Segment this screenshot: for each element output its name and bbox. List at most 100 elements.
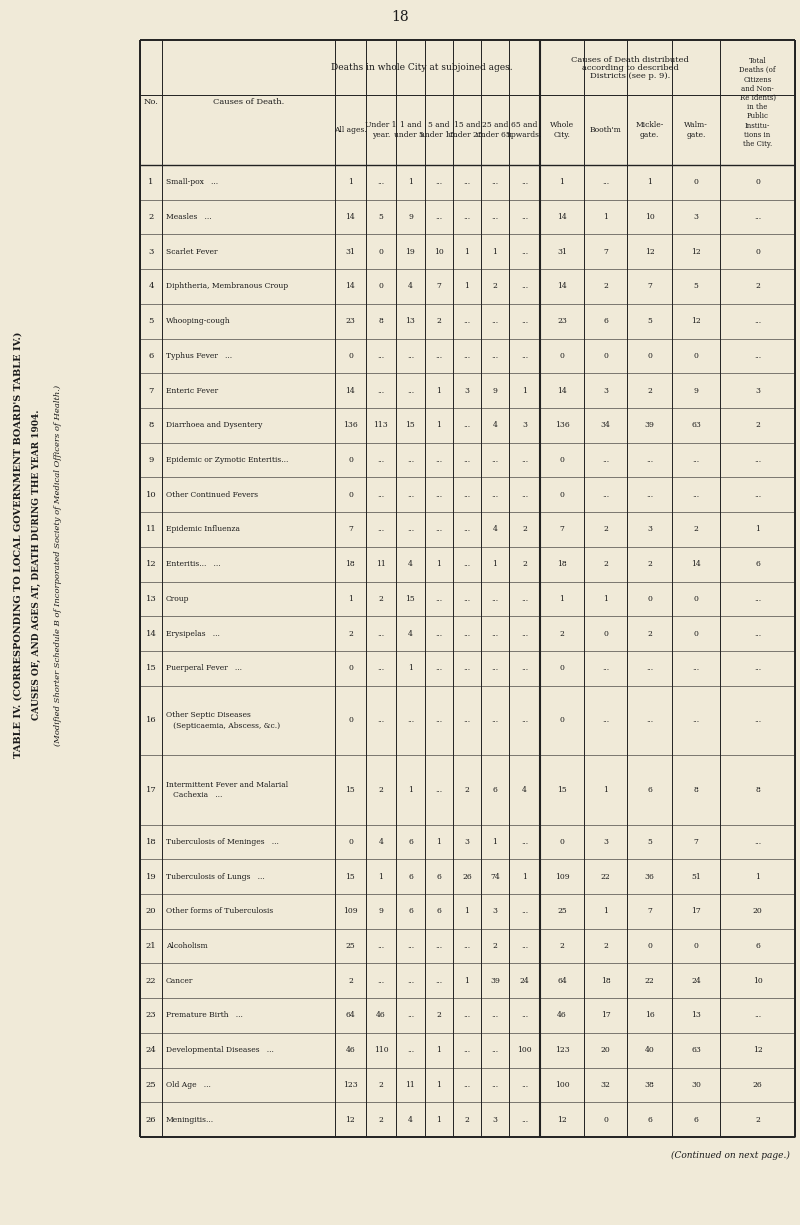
Text: 31: 31 bbox=[557, 247, 567, 256]
Text: ...: ... bbox=[491, 664, 498, 673]
Text: 7: 7 bbox=[647, 283, 652, 290]
Text: 26: 26 bbox=[146, 1116, 156, 1123]
Text: ...: ... bbox=[602, 179, 609, 186]
Text: 1: 1 bbox=[603, 595, 608, 603]
Text: 2: 2 bbox=[378, 1080, 383, 1089]
Text: Total
Deaths (of
Citizens
and Non-
Re idents)
in the
Public
Institu-
tions in
th: Total Deaths (of Citizens and Non- Re id… bbox=[739, 58, 776, 148]
Text: 11: 11 bbox=[376, 560, 386, 568]
Text: ...: ... bbox=[521, 595, 528, 603]
Text: Booth'm: Booth'm bbox=[590, 126, 622, 134]
Text: 1: 1 bbox=[465, 976, 470, 985]
Text: 15: 15 bbox=[557, 786, 567, 794]
Text: 1: 1 bbox=[437, 421, 442, 429]
Text: 18: 18 bbox=[346, 560, 355, 568]
Text: 15 and
under 25.: 15 and under 25. bbox=[449, 121, 486, 138]
Text: 0: 0 bbox=[694, 179, 698, 186]
Text: 38: 38 bbox=[645, 1080, 654, 1089]
Text: 8: 8 bbox=[694, 786, 698, 794]
Text: 63: 63 bbox=[691, 1046, 701, 1055]
Text: 2: 2 bbox=[647, 630, 652, 638]
Text: Diphtheria, Membranous Croup: Diphtheria, Membranous Croup bbox=[166, 283, 288, 290]
Text: ...: ... bbox=[463, 560, 470, 568]
Text: ...: ... bbox=[693, 456, 699, 464]
Text: 63: 63 bbox=[691, 421, 701, 429]
Text: 0: 0 bbox=[694, 630, 698, 638]
Text: Scarlet Fever: Scarlet Fever bbox=[166, 247, 218, 256]
Text: 0: 0 bbox=[694, 942, 698, 951]
Text: 1: 1 bbox=[348, 179, 353, 186]
Text: Typhus Fever   ...: Typhus Fever ... bbox=[166, 352, 232, 360]
Text: 113: 113 bbox=[374, 421, 388, 429]
Text: 1: 1 bbox=[437, 838, 442, 846]
Text: ...: ... bbox=[463, 630, 470, 638]
Text: 3: 3 bbox=[465, 387, 470, 394]
Text: 7: 7 bbox=[603, 247, 608, 256]
Text: 14: 14 bbox=[557, 213, 567, 220]
Text: 25: 25 bbox=[146, 1080, 156, 1089]
Text: 39: 39 bbox=[645, 421, 654, 429]
Text: 13: 13 bbox=[146, 595, 156, 603]
Text: 22: 22 bbox=[601, 872, 610, 881]
Text: 7: 7 bbox=[647, 908, 652, 915]
Text: 136: 136 bbox=[554, 421, 570, 429]
Text: ...: ... bbox=[646, 717, 653, 724]
Text: ...: ... bbox=[463, 491, 470, 499]
Text: 7: 7 bbox=[437, 283, 442, 290]
Text: ...: ... bbox=[407, 387, 414, 394]
Text: 0: 0 bbox=[603, 630, 608, 638]
Text: 1: 1 bbox=[493, 247, 498, 256]
Text: ...: ... bbox=[463, 456, 470, 464]
Text: Other Continued Fevers: Other Continued Fevers bbox=[166, 491, 258, 499]
Text: 4: 4 bbox=[493, 421, 498, 429]
Text: ...: ... bbox=[378, 352, 385, 360]
Text: 6: 6 bbox=[408, 872, 413, 881]
Text: 2: 2 bbox=[378, 595, 383, 603]
Text: 2: 2 bbox=[348, 976, 353, 985]
Text: ...: ... bbox=[521, 283, 528, 290]
Text: ...: ... bbox=[754, 352, 761, 360]
Text: 110: 110 bbox=[374, 1046, 388, 1055]
Text: ...: ... bbox=[463, 213, 470, 220]
Text: ...: ... bbox=[521, 456, 528, 464]
Text: ...: ... bbox=[407, 352, 414, 360]
Text: ...: ... bbox=[521, 491, 528, 499]
Text: 20: 20 bbox=[146, 908, 156, 915]
Text: 40: 40 bbox=[645, 1046, 654, 1055]
Text: 100: 100 bbox=[517, 1046, 532, 1055]
Text: ...: ... bbox=[602, 456, 609, 464]
Text: 2: 2 bbox=[647, 560, 652, 568]
Text: 0: 0 bbox=[694, 595, 698, 603]
Text: 15: 15 bbox=[346, 872, 355, 881]
Text: ...: ... bbox=[521, 717, 528, 724]
Text: ...: ... bbox=[693, 664, 699, 673]
Text: 25: 25 bbox=[346, 942, 355, 951]
Text: 12: 12 bbox=[346, 1116, 355, 1123]
Text: 14: 14 bbox=[557, 387, 567, 394]
Text: Premature Birth   ...: Premature Birth ... bbox=[166, 1012, 243, 1019]
Text: ...: ... bbox=[407, 456, 414, 464]
Text: ...: ... bbox=[378, 179, 385, 186]
Text: 4: 4 bbox=[493, 526, 498, 534]
Text: 3: 3 bbox=[647, 526, 652, 534]
Text: 2: 2 bbox=[437, 317, 442, 325]
Text: 136: 136 bbox=[343, 421, 358, 429]
Text: Causes of Death distributed: Causes of Death distributed bbox=[571, 55, 689, 64]
Text: 9: 9 bbox=[408, 213, 413, 220]
Text: ...: ... bbox=[491, 630, 498, 638]
Text: 6: 6 bbox=[437, 908, 442, 915]
Text: 2: 2 bbox=[437, 1012, 442, 1019]
Text: 2: 2 bbox=[755, 421, 760, 429]
Text: ...: ... bbox=[521, 838, 528, 846]
Text: ...: ... bbox=[435, 213, 442, 220]
Text: ...: ... bbox=[521, 908, 528, 915]
Text: 10: 10 bbox=[753, 976, 762, 985]
Text: 1: 1 bbox=[522, 387, 527, 394]
Text: ...: ... bbox=[491, 1012, 498, 1019]
Text: 0: 0 bbox=[755, 179, 760, 186]
Text: 3: 3 bbox=[755, 387, 760, 394]
Text: 12: 12 bbox=[557, 1116, 567, 1123]
Text: 10: 10 bbox=[645, 213, 654, 220]
Text: 4: 4 bbox=[378, 838, 383, 846]
Text: 39: 39 bbox=[490, 976, 500, 985]
Text: 100: 100 bbox=[554, 1080, 570, 1089]
